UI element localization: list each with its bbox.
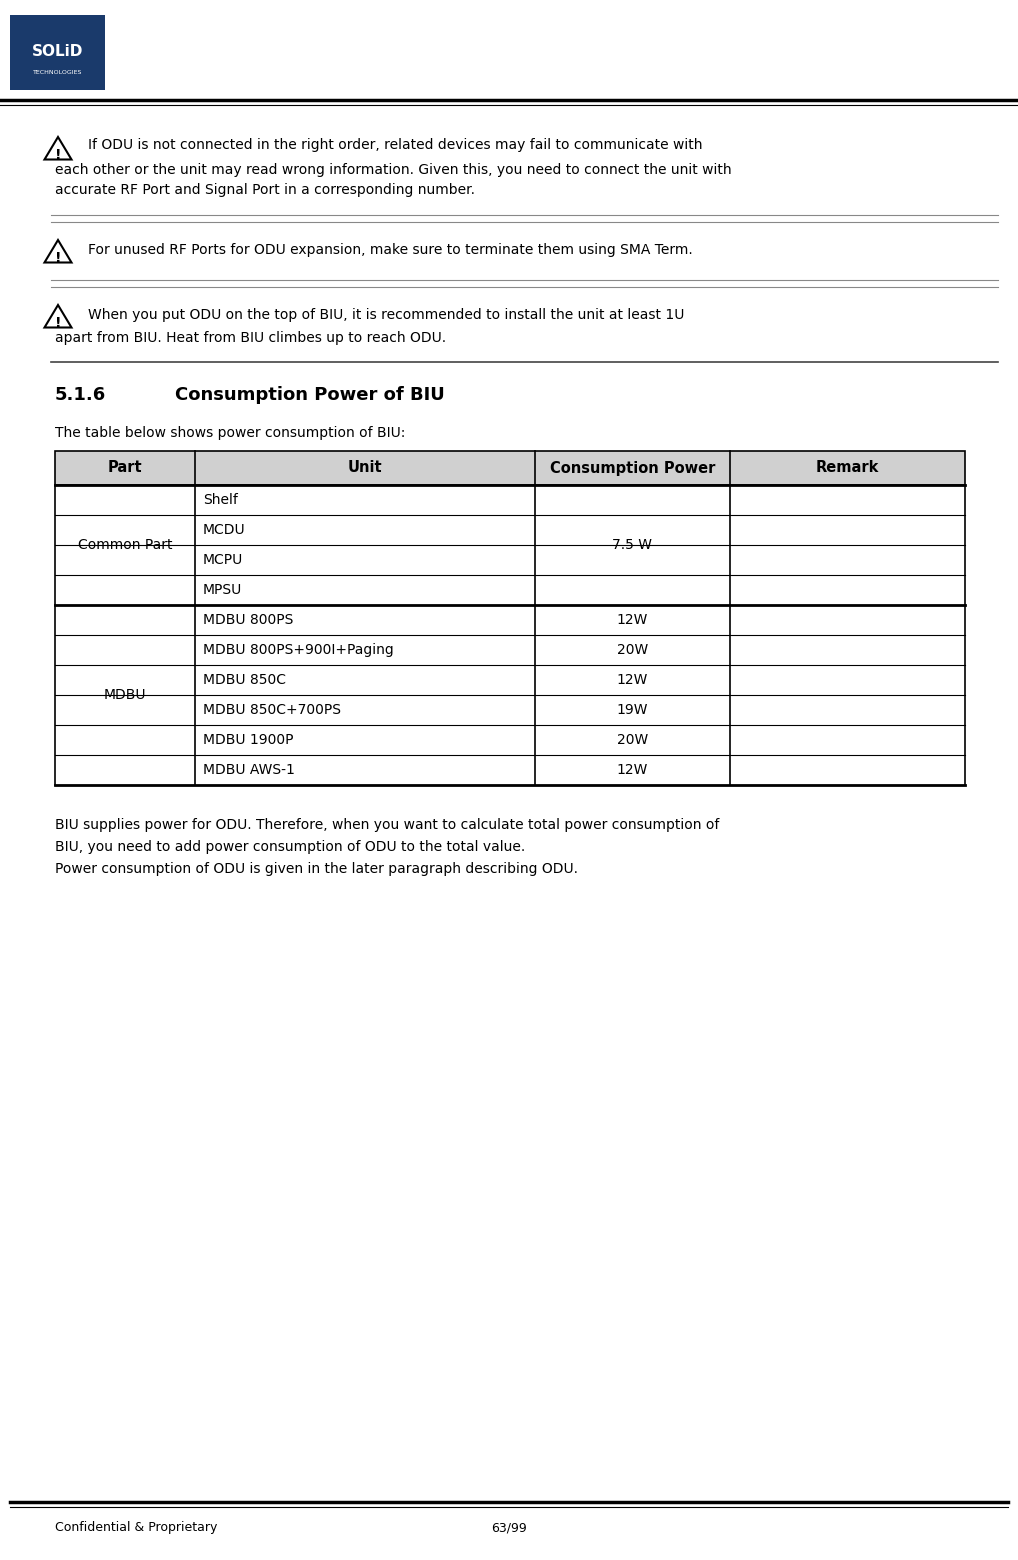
Text: apart from BIU. Heat from BIU climbes up to reach ODU.: apart from BIU. Heat from BIU climbes up… <box>55 331 446 345</box>
Text: MDBU 1900P: MDBU 1900P <box>203 733 293 747</box>
Text: !: ! <box>55 148 61 162</box>
Polygon shape <box>45 137 71 159</box>
Text: !: ! <box>55 317 61 331</box>
Text: For unused RF Ports for ODU expansion, make sure to terminate them using SMA Ter: For unused RF Ports for ODU expansion, m… <box>88 243 693 257</box>
Text: MDBU AWS-1: MDBU AWS-1 <box>203 763 295 777</box>
Text: If ODU is not connected in the right order, related devices may fail to communic: If ODU is not connected in the right ord… <box>88 137 702 151</box>
Polygon shape <box>45 306 71 328</box>
Text: 20W: 20W <box>617 643 648 657</box>
Text: Shelf: Shelf <box>203 493 238 507</box>
Text: accurate RF Port and Signal Port in a corresponding number.: accurate RF Port and Signal Port in a co… <box>55 183 475 197</box>
Text: MCDU: MCDU <box>203 523 245 537</box>
Text: MDBU 850C: MDBU 850C <box>203 672 286 686</box>
Text: 12W: 12W <box>617 613 648 627</box>
Text: SOLiD: SOLiD <box>32 45 83 59</box>
Text: Part: Part <box>108 460 143 476</box>
Polygon shape <box>45 240 71 262</box>
Text: Consumption Power: Consumption Power <box>550 460 716 476</box>
Text: MDBU 800PS+900I+Paging: MDBU 800PS+900I+Paging <box>203 643 394 657</box>
Text: 20W: 20W <box>617 733 648 747</box>
Text: !: ! <box>55 251 61 265</box>
Text: 63/99: 63/99 <box>491 1521 527 1535</box>
Text: BIU, you need to add power consumption of ODU to the total value.: BIU, you need to add power consumption o… <box>55 839 525 853</box>
Text: Unit: Unit <box>348 460 383 476</box>
Text: MDBU: MDBU <box>104 688 147 702</box>
Bar <box>55 451 965 485</box>
Text: BIU supplies power for ODU. Therefore, when you want to calculate total power co: BIU supplies power for ODU. Therefore, w… <box>55 817 720 831</box>
Text: 19W: 19W <box>617 704 648 718</box>
Text: TECHNOLOGIES: TECHNOLOGIES <box>33 70 82 75</box>
Text: When you put ODU on the top of BIU, it is recommended to install the unit at lea: When you put ODU on the top of BIU, it i… <box>88 307 684 321</box>
Text: Confidential & Proprietary: Confidential & Proprietary <box>55 1521 218 1535</box>
Text: The table below shows power consumption of BIU:: The table below shows power consumption … <box>55 426 405 440</box>
Text: MCPU: MCPU <box>203 552 243 566</box>
Text: MPSU: MPSU <box>203 583 242 597</box>
Text: 12W: 12W <box>617 672 648 686</box>
Text: Consumption Power of BIU: Consumption Power of BIU <box>175 385 445 404</box>
Text: Power consumption of ODU is given in the later paragraph describing ODU.: Power consumption of ODU is given in the… <box>55 863 578 877</box>
Text: Remark: Remark <box>815 460 880 476</box>
Bar <box>10 16 105 90</box>
Text: Common Part: Common Part <box>77 538 172 552</box>
Text: MDBU 800PS: MDBU 800PS <box>203 613 293 627</box>
Text: MDBU 850C+700PS: MDBU 850C+700PS <box>203 704 341 718</box>
Text: 12W: 12W <box>617 763 648 777</box>
Text: 5.1.6: 5.1.6 <box>55 385 106 404</box>
Text: 7.5 W: 7.5 W <box>613 538 653 552</box>
Text: each other or the unit may read wrong information. Given this, you need to conne: each other or the unit may read wrong in… <box>55 162 732 176</box>
